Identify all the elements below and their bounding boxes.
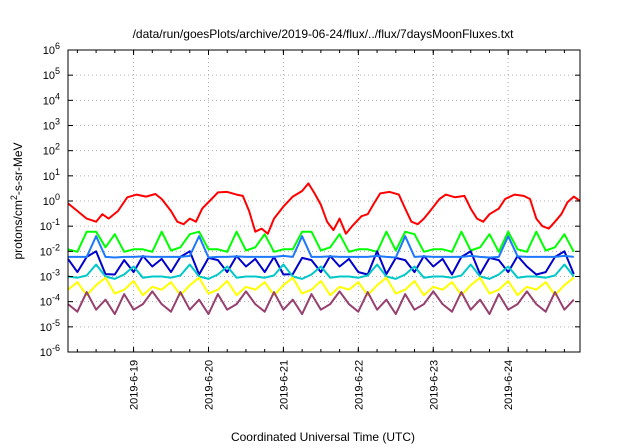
y-tick-label: 10-1	[40, 217, 60, 233]
x-axis-label: Coordinated Universal Time (UTC)	[231, 430, 415, 444]
series-line-6	[67, 290, 575, 316]
y-tick-label: 100	[43, 192, 60, 208]
y-tick-label: 101	[43, 167, 60, 183]
y-axis-ticks: 10-6 10-5 10-4 10-3 10-2 10-1 100 101 102 103 104 1…	[40, 41, 580, 359]
series-line-1	[67, 230, 575, 253]
y-tick-label: 104	[43, 91, 60, 107]
chart-title: /data/run/goesPlots/archive/2019-06-24/f…	[133, 27, 515, 41]
y-tick-label: 106	[43, 41, 60, 57]
series-line-2	[67, 250, 575, 276]
series-group	[67, 182, 581, 316]
y-axis-label: protons/cm2-s-sr-MeV	[9, 142, 25, 259]
series-line-5	[67, 276, 575, 297]
x-axis-ticks: 2019-6-19 2019-6-20 2019-6-21 2019-6-22 2019…	[76, 50, 565, 410]
y-tick-label: 102	[43, 142, 60, 158]
x-tick-label: 2019-6-23	[428, 360, 440, 410]
x-tick-label: 2019-6-19	[129, 360, 141, 410]
y-tick-label: 10-4	[40, 293, 60, 309]
y-tick-label: 105	[43, 66, 60, 82]
x-tick-label: 2019-6-24	[503, 360, 515, 410]
series-line-4	[67, 263, 575, 280]
series-line-3	[68, 235, 574, 259]
y-tick-label: 10-2	[40, 242, 60, 258]
y-tick-label: 10-6	[40, 343, 60, 359]
x-tick-label: 2019-6-21	[278, 360, 290, 410]
y-tick-label: 10-5	[40, 318, 60, 334]
y-tick-label: 10-3	[40, 268, 60, 284]
x-tick-label: 2019-6-20	[203, 360, 215, 410]
series-line-0	[67, 182, 581, 235]
x-tick-label: 2019-6-22	[353, 360, 365, 410]
grid	[68, 50, 580, 352]
y-tick-label: 103	[43, 117, 60, 133]
